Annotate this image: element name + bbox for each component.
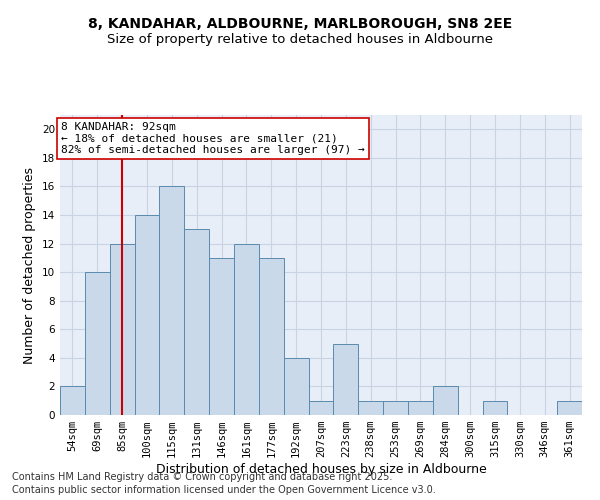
Y-axis label: Number of detached properties: Number of detached properties: [23, 166, 37, 364]
Text: Size of property relative to detached houses in Aldbourne: Size of property relative to detached ho…: [107, 32, 493, 46]
Bar: [110, 244, 134, 415]
Bar: [557, 400, 582, 415]
Text: 8, KANDAHAR, ALDBOURNE, MARLBOROUGH, SN8 2EE: 8, KANDAHAR, ALDBOURNE, MARLBOROUGH, SN8…: [88, 18, 512, 32]
Bar: [85, 272, 110, 415]
Bar: [408, 400, 433, 415]
Bar: [160, 186, 184, 415]
Bar: [358, 400, 383, 415]
Bar: [482, 400, 508, 415]
Bar: [234, 244, 259, 415]
Bar: [209, 258, 234, 415]
Bar: [308, 400, 334, 415]
X-axis label: Distribution of detached houses by size in Aldbourne: Distribution of detached houses by size …: [155, 463, 487, 476]
Text: 8 KANDAHAR: 92sqm
← 18% of detached houses are smaller (21)
82% of semi-detached: 8 KANDAHAR: 92sqm ← 18% of detached hous…: [61, 122, 365, 156]
Bar: [184, 230, 209, 415]
Bar: [383, 400, 408, 415]
Bar: [60, 386, 85, 415]
Text: Contains public sector information licensed under the Open Government Licence v3: Contains public sector information licen…: [12, 485, 436, 495]
Bar: [334, 344, 358, 415]
Bar: [433, 386, 458, 415]
Text: Contains HM Land Registry data © Crown copyright and database right 2025.: Contains HM Land Registry data © Crown c…: [12, 472, 392, 482]
Bar: [259, 258, 284, 415]
Bar: [284, 358, 308, 415]
Bar: [134, 215, 160, 415]
